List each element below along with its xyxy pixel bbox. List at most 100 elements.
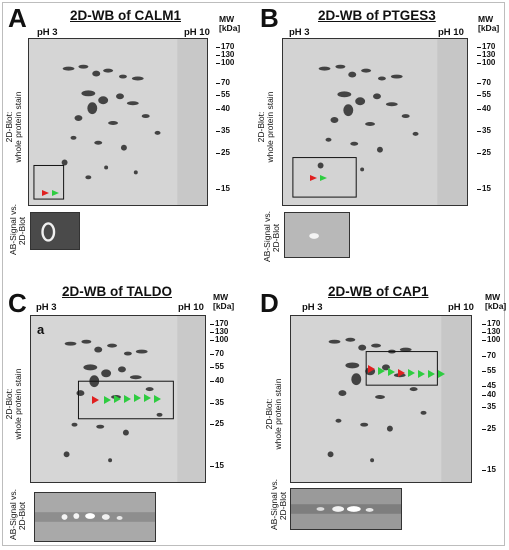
side-label: 2D-Blot: whole protein stain bbox=[256, 87, 275, 167]
mw-marker: 15 bbox=[477, 184, 491, 193]
mw-label-line1: MW bbox=[213, 292, 229, 302]
mw-marker: 130 bbox=[476, 50, 496, 59]
blot-image bbox=[28, 38, 208, 206]
mw-marker: 170 bbox=[215, 42, 235, 51]
mw-label-line2: [kDa] bbox=[485, 301, 507, 311]
ph-low-label: pH 3 bbox=[302, 302, 323, 313]
mw-marker: 130 bbox=[215, 50, 235, 59]
mw-marker: 70 bbox=[482, 351, 496, 360]
mw-label-line2: [kDa] bbox=[219, 23, 241, 33]
ab-signal-image bbox=[291, 489, 401, 529]
ab-signal-image bbox=[35, 493, 155, 541]
mw-marker: 40 bbox=[210, 376, 224, 385]
mw-marker: 170 bbox=[209, 319, 229, 328]
strip-label: AB-Signal vs. 2D-Blot bbox=[8, 204, 27, 255]
ab-signal-image bbox=[285, 213, 349, 257]
ph-high-label: pH 10 bbox=[438, 27, 464, 38]
arrow-markers bbox=[92, 394, 161, 404]
side-label: 2D-Blot: whole protein stain bbox=[4, 87, 23, 167]
panel-letter: A bbox=[8, 3, 27, 33]
blot-image bbox=[30, 315, 206, 483]
mw-marker: 170 bbox=[476, 42, 496, 51]
mw-marker: 25 bbox=[216, 148, 230, 157]
mw-marker: 170 bbox=[481, 319, 501, 328]
green-arrow-icon bbox=[418, 370, 425, 378]
mw-marker: 55 bbox=[216, 90, 230, 99]
mw-marker: 55 bbox=[210, 362, 224, 371]
mw-marker: 25 bbox=[477, 148, 491, 157]
strip-label-line2: 2D-Blot bbox=[278, 491, 288, 521]
ph-low-label: pH 3 bbox=[36, 302, 57, 313]
side-label-line2: whole protein stain bbox=[13, 368, 23, 440]
panel-letter: C bbox=[8, 288, 27, 318]
mw-marker: 130 bbox=[209, 327, 229, 336]
mw-marker: 40 bbox=[216, 104, 230, 113]
mw-label: MW [kDa] bbox=[219, 15, 240, 33]
panel-letter: B bbox=[260, 3, 279, 33]
red-arrow-icon bbox=[310, 175, 317, 181]
green-arrow-icon bbox=[408, 369, 415, 377]
mw-marker: 70 bbox=[216, 78, 230, 87]
mw-marker: 25 bbox=[210, 419, 224, 428]
green-arrow-icon bbox=[378, 367, 385, 375]
strip-label-line2: 2D-Blot bbox=[17, 216, 27, 246]
arrow-markers bbox=[42, 190, 59, 196]
arrow-markers bbox=[368, 365, 445, 378]
mw-marker: 35 bbox=[216, 126, 230, 135]
side-label: 2D-Blot: whole protein stain bbox=[4, 364, 23, 444]
ph-high-label: pH 10 bbox=[184, 27, 210, 38]
panel-title: 2D-WB of TALDO bbox=[62, 284, 172, 299]
strip-label: AB-Signal vs. 2D-Blot bbox=[262, 211, 281, 262]
mw-marker: 70 bbox=[477, 78, 491, 87]
green-arrow-icon bbox=[134, 394, 141, 402]
blot-spots bbox=[291, 316, 471, 482]
mw-label-line1: MW bbox=[478, 14, 494, 24]
green-arrow-icon bbox=[124, 395, 131, 403]
mw-label-line1: MW bbox=[219, 14, 235, 24]
mw-marker: 70 bbox=[210, 349, 224, 358]
mw-marker: 100 bbox=[209, 335, 229, 344]
red-arrow-icon bbox=[42, 190, 49, 196]
ab-signal-strip bbox=[284, 212, 350, 258]
red-arrow-icon bbox=[368, 365, 375, 373]
green-arrow-icon bbox=[154, 395, 161, 403]
mw-marker: 25 bbox=[482, 424, 496, 433]
green-arrow-icon bbox=[320, 175, 327, 181]
strip-label-line2: 2D-Blot bbox=[271, 223, 281, 253]
side-label: 2D-Blot: whole protein stain bbox=[264, 374, 283, 454]
mw-marker: 130 bbox=[481, 327, 501, 336]
strip-label: AB-Signal vs. 2D-Blot bbox=[8, 489, 27, 540]
green-arrow-icon bbox=[438, 370, 445, 378]
green-arrow-icon bbox=[104, 396, 111, 404]
mw-marker: 35 bbox=[210, 398, 224, 407]
sub-panel-label: a bbox=[37, 322, 45, 337]
side-label-line2: whole protein stain bbox=[273, 378, 283, 450]
ph-high-label: pH 10 bbox=[448, 302, 474, 313]
mw-label: MW [kDa] bbox=[485, 293, 506, 311]
ab-signal-strip bbox=[290, 488, 402, 530]
strip-label-line2: 2D-Blot bbox=[17, 501, 27, 531]
mw-label-line2: [kDa] bbox=[213, 301, 235, 311]
blot-spots bbox=[29, 39, 207, 205]
mw-label: MW [kDa] bbox=[213, 293, 234, 311]
mw-label-line1: MW bbox=[485, 292, 501, 302]
ph-high-label: pH 10 bbox=[178, 302, 204, 313]
mw-marker: 40 bbox=[477, 104, 491, 113]
strip-label: AB-Signal vs. 2D-Blot bbox=[269, 479, 288, 530]
blot-image bbox=[290, 315, 472, 483]
mw-marker: 35 bbox=[477, 126, 491, 135]
ab-signal-image bbox=[31, 213, 79, 249]
mw-marker: 15 bbox=[216, 184, 230, 193]
red-arrow-icon bbox=[398, 369, 405, 377]
green-arrow-icon bbox=[388, 368, 395, 376]
mw-marker: 15 bbox=[482, 465, 496, 474]
mw-marker: 35 bbox=[482, 402, 496, 411]
mw-label: MW [kDa] bbox=[478, 15, 499, 33]
panel-letter: D bbox=[260, 288, 279, 318]
green-arrow-icon bbox=[52, 190, 59, 196]
mw-marker: 45 bbox=[482, 381, 496, 390]
mw-marker: 40 bbox=[482, 390, 496, 399]
panel-title: 2D-WB of CALM1 bbox=[70, 8, 181, 23]
side-label-line2: whole protein stain bbox=[265, 91, 275, 163]
mw-marker: 100 bbox=[215, 58, 235, 67]
